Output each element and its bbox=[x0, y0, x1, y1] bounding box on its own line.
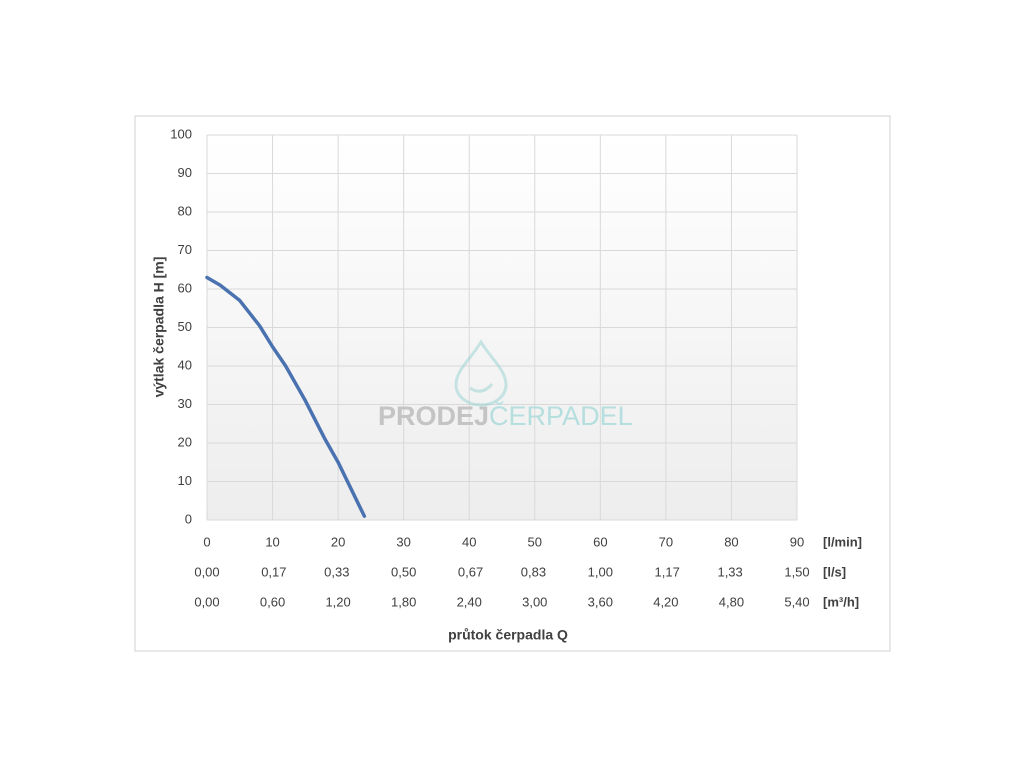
secondary-unit: [l/s] bbox=[823, 564, 846, 579]
secondary-tick-label: 4,80 bbox=[719, 594, 744, 609]
secondary-tick-label: 1,50 bbox=[784, 564, 809, 579]
secondary-tick-label: 0,00 bbox=[194, 594, 219, 609]
secondary-tick-label: 1,17 bbox=[655, 564, 680, 579]
x-tick-label: 70 bbox=[659, 534, 673, 549]
secondary-tick-label: 0,33 bbox=[324, 564, 349, 579]
y-tick-label: 50 bbox=[178, 319, 192, 334]
y-tick-label: 60 bbox=[178, 280, 192, 295]
secondary-tick-label: 0,67 bbox=[458, 564, 483, 579]
secondary-tick-label: 0,60 bbox=[260, 594, 285, 609]
x-axis-title: průtok čerpadla Q bbox=[448, 627, 568, 643]
x-tick-label: 40 bbox=[462, 534, 476, 549]
y-axis-title: výtlak čerpadla H [m] bbox=[151, 257, 167, 398]
x-tick-label: 10 bbox=[265, 534, 279, 549]
secondary-tick-label: 1,33 bbox=[717, 564, 742, 579]
y-tick-label: 70 bbox=[178, 242, 192, 257]
y-tick-label: 30 bbox=[178, 396, 192, 411]
secondary-unit: [m³/h] bbox=[823, 594, 859, 609]
secondary-tick-label: 3,60 bbox=[588, 594, 613, 609]
y-tick-label: 100 bbox=[170, 126, 192, 141]
secondary-tick-label: 0,00 bbox=[194, 564, 219, 579]
x-tick-label: 30 bbox=[396, 534, 410, 549]
x-tick-label: 90 bbox=[790, 534, 804, 549]
y-tick-label: 90 bbox=[178, 165, 192, 180]
y-tick-label: 0 bbox=[185, 511, 192, 526]
x-tick-label: 80 bbox=[724, 534, 738, 549]
secondary-tick-label: 0,17 bbox=[261, 564, 286, 579]
secondary-tick-label: 0,83 bbox=[521, 564, 546, 579]
x-tick-label: 50 bbox=[528, 534, 542, 549]
x-unit: [l/min] bbox=[823, 534, 862, 549]
x-tick-label: 20 bbox=[331, 534, 345, 549]
x-tick-label: 0 bbox=[203, 534, 210, 549]
secondary-tick-label: 3,00 bbox=[522, 594, 547, 609]
secondary-tick-label: 1,00 bbox=[588, 564, 613, 579]
watermark-a: PRODEJ bbox=[378, 401, 489, 431]
y-tick-label: 20 bbox=[178, 434, 192, 449]
secondary-tick-label: 1,80 bbox=[391, 594, 416, 609]
chart: PRODEJČERPADEL průtok čerpadla Q výtlak … bbox=[0, 0, 1024, 768]
secondary-tick-label: 1,20 bbox=[325, 594, 350, 609]
watermark: PRODEJČERPADEL bbox=[378, 400, 633, 431]
secondary-tick-label: 2,40 bbox=[457, 594, 482, 609]
x-tick-label: 60 bbox=[593, 534, 607, 549]
watermark-b: ČERPADEL bbox=[489, 400, 633, 431]
y-tick-label: 40 bbox=[178, 357, 192, 372]
secondary-tick-label: 5,40 bbox=[784, 594, 809, 609]
secondary-tick-label: 4,20 bbox=[653, 594, 678, 609]
secondary-tick-label: 0,50 bbox=[391, 564, 416, 579]
y-tick-label: 10 bbox=[178, 473, 192, 488]
y-tick-label: 80 bbox=[178, 203, 192, 218]
